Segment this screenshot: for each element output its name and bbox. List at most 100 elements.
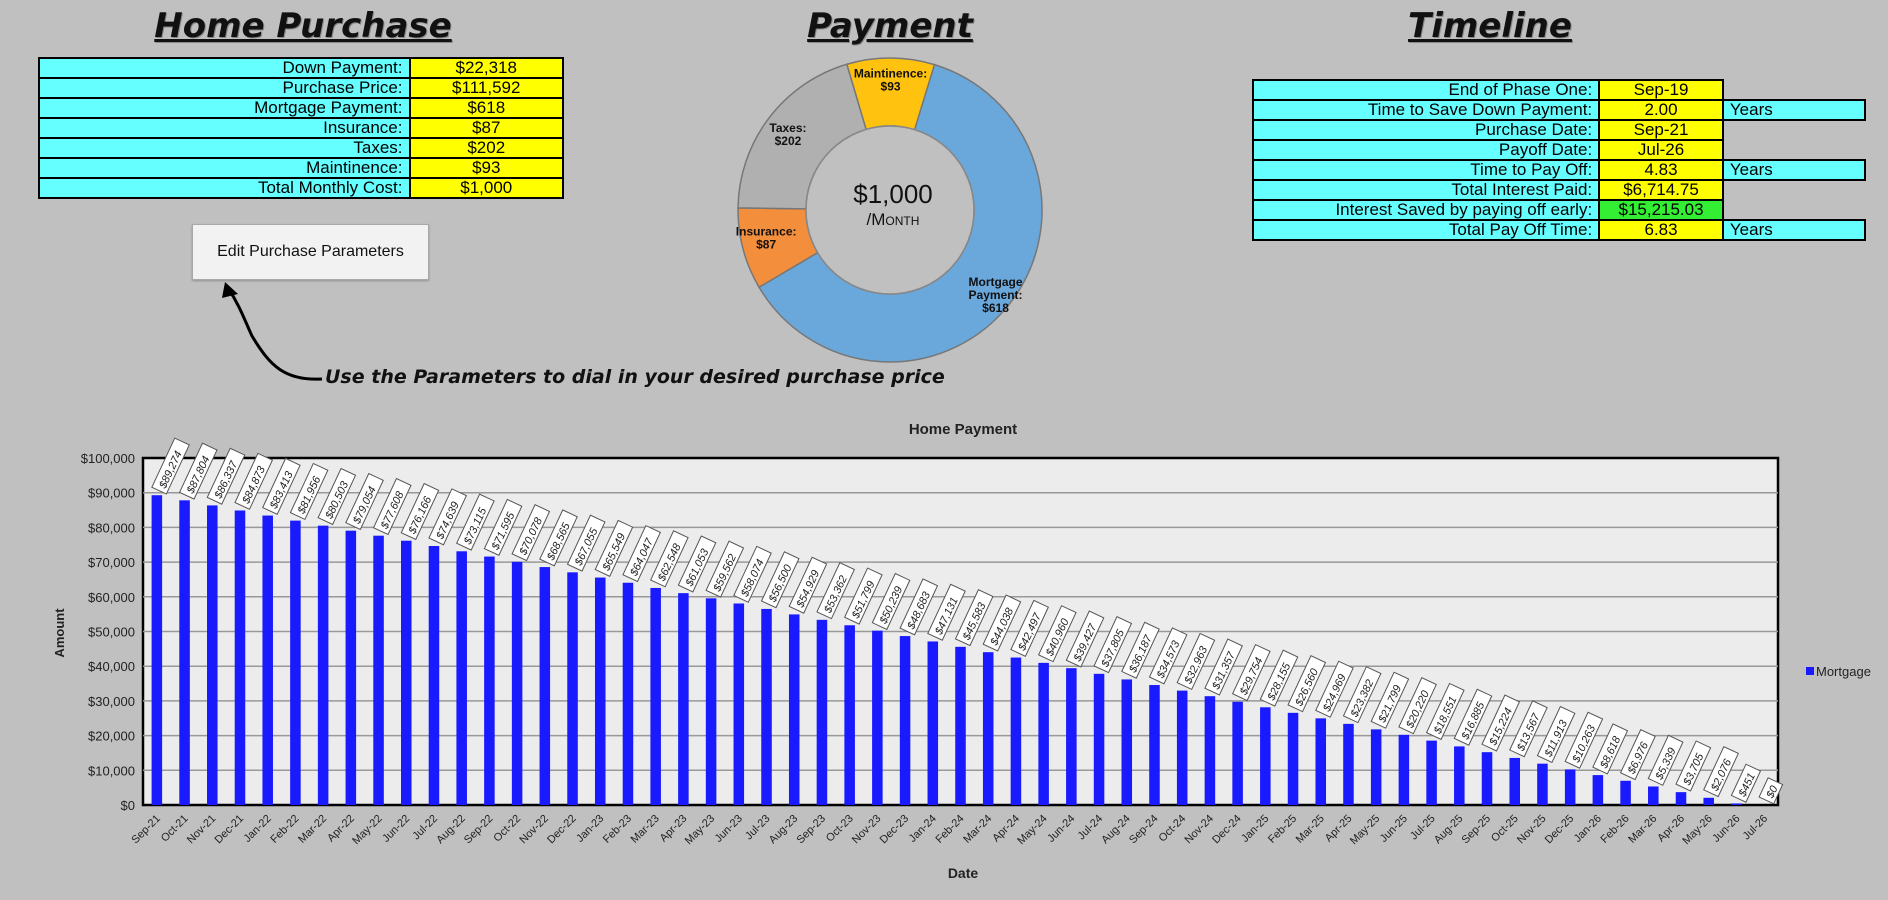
bar[interactable] [1481, 752, 1493, 805]
purchase-row: Insurance: $87 [38, 117, 564, 139]
bar[interactable] [400, 540, 412, 805]
bar[interactable] [622, 582, 634, 805]
bar[interactable] [955, 646, 966, 805]
purchase-value[interactable]: $93 [408, 157, 564, 179]
bar[interactable] [1176, 690, 1188, 805]
bar[interactable] [1315, 718, 1327, 805]
bar[interactable] [317, 525, 329, 805]
bar[interactable] [678, 593, 689, 805]
y-axis-label: Amount [52, 608, 67, 658]
bar[interactable] [1564, 769, 1576, 805]
bar[interactable] [1370, 729, 1382, 805]
x-tick-label: Dec-24 [1210, 813, 1244, 847]
bar[interactable] [733, 603, 745, 805]
bar[interactable] [899, 636, 911, 805]
bar[interactable] [1287, 712, 1299, 805]
bar[interactable] [1620, 780, 1631, 805]
bar[interactable] [1038, 662, 1049, 805]
y-tick-label: $100,000 [81, 451, 135, 466]
bar[interactable] [290, 520, 301, 805]
bar[interactable] [1731, 803, 1742, 805]
bar[interactable] [844, 625, 855, 805]
legend-mortgage: Mortgage [1816, 664, 1871, 679]
bar[interactable] [872, 630, 883, 805]
bar[interactable] [1537, 763, 1548, 805]
x-tick-label: Jun-24 [1045, 813, 1077, 845]
purchase-value[interactable]: $111,592 [408, 77, 564, 99]
bar[interactable] [594, 577, 606, 805]
purchase-value[interactable]: $22,318 [408, 57, 564, 79]
timeline-value[interactable]: $6,714.75 [1598, 179, 1724, 201]
bar[interactable] [761, 608, 772, 805]
timeline-row: Time to Save Down Payment: 2.00 Years [1251, 99, 1867, 121]
timeline-row: Total Pay Off Time: 6.83 Years [1251, 219, 1867, 241]
y-tick-label: $80,000 [88, 520, 135, 535]
purchase-label: Maintinence: [38, 157, 411, 179]
x-tick-label: Feb-23 [601, 813, 634, 846]
bar[interactable] [567, 572, 578, 805]
timeline-value[interactable]: Jul-26 [1598, 139, 1724, 161]
bar[interactable] [511, 561, 523, 805]
timeline-value[interactable]: Sep-21 [1598, 119, 1724, 141]
bar[interactable] [1093, 673, 1105, 805]
timeline-value[interactable]: $15,215.03 [1598, 199, 1724, 221]
bar[interactable] [1592, 775, 1604, 805]
bar[interactable] [428, 546, 440, 805]
bar[interactable] [1343, 723, 1354, 805]
x-tick-label: Dec-21 [213, 813, 247, 847]
timeline-value[interactable]: 4.83 [1598, 159, 1724, 181]
bar[interactable] [1010, 657, 1022, 805]
bar[interactable] [1426, 740, 1437, 805]
x-tick-label: Jun-25 [1378, 813, 1410, 845]
timeline-title: Timeline [1408, 6, 1572, 46]
bar[interactable] [788, 614, 800, 805]
timeline-value[interactable]: 2.00 [1598, 99, 1724, 121]
bar[interactable] [456, 551, 467, 805]
purchase-row: Maintinence: $93 [38, 157, 564, 179]
x-tick-label: May-26 [1680, 813, 1714, 847]
bar[interactable] [650, 587, 661, 805]
bar[interactable] [1260, 707, 1271, 805]
bar[interactable] [816, 619, 828, 805]
timeline-value[interactable]: 6.83 [1598, 219, 1724, 241]
x-axis-label: Date [948, 865, 979, 881]
bar[interactable] [539, 567, 551, 805]
bar[interactable] [1509, 757, 1521, 805]
bar[interactable] [1121, 679, 1133, 805]
bar[interactable] [234, 510, 246, 805]
purchase-value[interactable]: $202 [408, 137, 564, 159]
bar[interactable] [207, 505, 218, 805]
x-tick-label: Dec-25 [1543, 813, 1577, 847]
timeline-row: Interest Saved by paying off early: $15,2… [1251, 199, 1865, 221]
timeline-table: End of Phase One: Sep-19 Time to Save Down… [1251, 79, 1867, 241]
purchase-value[interactable]: $618 [408, 97, 564, 119]
timeline-unit-empty [1723, 80, 1865, 100]
bar[interactable] [1232, 701, 1243, 805]
x-tick-label: Jan-22 [242, 813, 274, 845]
bar[interactable] [1454, 746, 1465, 805]
bar[interactable] [1675, 792, 1687, 805]
bar[interactable] [484, 556, 495, 805]
bar[interactable] [1703, 797, 1714, 805]
timeline-unit: Years [1721, 159, 1867, 181]
bar[interactable] [1149, 685, 1160, 805]
purchase-value[interactable]: $87 [408, 117, 564, 139]
bar[interactable] [373, 535, 384, 805]
timeline-label: End of Phase One: [1251, 79, 1601, 101]
bar[interactable] [1066, 668, 1077, 805]
bar[interactable] [927, 641, 939, 805]
bar[interactable] [1398, 734, 1410, 805]
payment-title: Payment [807, 6, 973, 46]
bar[interactable] [705, 598, 717, 805]
edit-purchase-parameters-button[interactable]: Edit Purchase Parameters [192, 224, 429, 280]
bar[interactable] [982, 652, 994, 805]
timeline-value[interactable]: Sep-19 [1598, 79, 1724, 101]
bar[interactable] [1648, 786, 1659, 805]
purchase-value[interactable]: $1,000 [408, 177, 564, 199]
bar[interactable] [1204, 696, 1216, 805]
bar[interactable] [179, 500, 190, 805]
home-purchase-title: Home Purchase [154, 6, 452, 46]
bar[interactable] [262, 515, 273, 805]
bar[interactable] [345, 530, 357, 805]
bar[interactable] [151, 495, 163, 805]
